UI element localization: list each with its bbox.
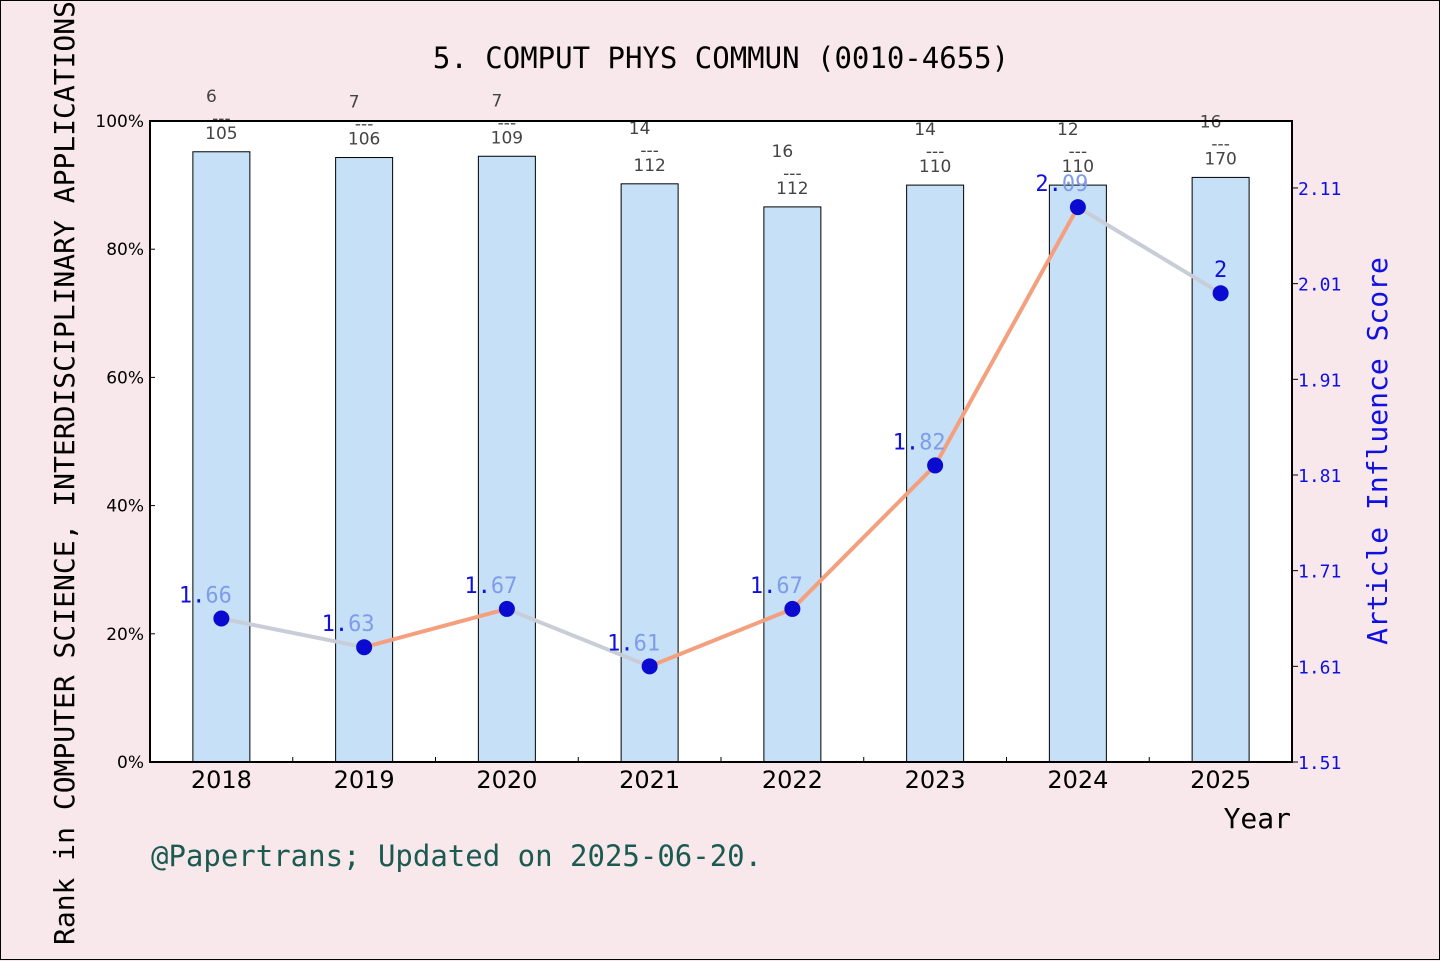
x-tick-label-2024: 2024 [1047,766,1108,794]
bars-layer [192,151,1250,763]
line-segment-2020 [504,606,652,669]
right-tick-label: 1.81 [1298,466,1341,487]
rank-total-2024: 110 [1062,157,1094,177]
value-label-2024: 2.09 [1035,172,1088,197]
line-segment-2021 [647,606,795,669]
point-2019 [356,639,373,656]
rank-total-2021: 112 [633,156,665,176]
left-tick-label: 60% [106,368,144,388]
point-2022 [784,600,801,617]
footer-credit: @Papertrans; Updated on 2025-06-20. [151,839,762,873]
line-layer: 1.66 1.63 1.67 1.61 1.67 1.82 2.09 2 [179,172,1229,675]
point-2023 [927,457,944,474]
left-axis: 0% 20% 40% 60% 80% 100% [95,112,155,773]
x-tick-label-2025: 2025 [1190,766,1251,794]
chart-title: 5. COMPUT PHYS COMMUN (0010-4655) [433,41,1009,75]
right-tick-label: 1.91 [1298,370,1341,391]
right-tick-label: 1.51 [1298,753,1341,774]
rank-separator-2023: --- [926,142,944,162]
rank-position-2019: 7 [349,93,360,113]
value-label-2022: 1.67 [750,574,803,599]
bar-2019 [335,157,394,763]
x-tick-label-2022: 2022 [762,766,823,794]
left-axis-label: Rank in COMPUTER SCIENCE, INTERDISCIPLIN… [48,1,81,945]
left-tick-label: 20% [106,625,144,645]
x-axis: 2018 2019 2020 2021 2022 2023 2024 2025 [191,757,1251,794]
rank-total-2025: 170 [1204,149,1236,169]
right-tick-label: 1.61 [1298,657,1341,678]
rank-total-2020: 109 [491,128,523,148]
left-tick-label: 80% [106,240,144,260]
rank-total-2022: 112 [776,179,808,199]
point-2025 [1212,285,1229,302]
line-segment-2022 [790,463,938,611]
line-segment-2019 [362,606,509,650]
bar-2018 [192,151,251,763]
bar-2022 [763,206,822,763]
bar-2020 [477,155,536,763]
rank-position-2021: 14 [629,119,651,139]
rank-total-2019: 106 [348,130,380,150]
rank-separator-2025: --- [1211,134,1229,154]
plot-area [150,121,1292,762]
x-tick-label-2018: 2018 [191,766,252,794]
rank-labels-layer: 105---6106---7109---7112---14112---16110… [205,87,1237,199]
value-label-2020: 1.67 [464,574,517,599]
x-tick-label-2019: 2019 [334,766,395,794]
right-tick-label: 2.01 [1298,275,1341,296]
right-axis: 1.51 1.61 1.71 1.81 1.91 2.01 2.11 [1292,179,1341,774]
rank-separator-2024: --- [1069,142,1087,162]
rank-position-2018: 6 [206,87,217,107]
rank-position-2022: 16 [772,142,794,162]
point-2024 [1069,199,1086,216]
value-label-2021: 1.61 [607,631,660,656]
left-tick-label: 100% [95,112,144,132]
bar-2025 [1191,176,1250,763]
value-label-2018: 1.66 [179,583,232,608]
bar-2023 [906,184,965,763]
rank-total-2023: 110 [919,157,951,177]
bar-2024 [1048,184,1107,763]
right-tick-label: 2.11 [1298,179,1341,200]
bar-2021 [620,183,679,763]
line-segment-2023 [933,205,1080,468]
rank-total-2018: 105 [205,124,237,144]
right-tick-label: 1.71 [1298,562,1341,583]
x-axis-label: Year [1224,802,1291,835]
rank-separator-2021: --- [640,141,658,161]
rank-position-2025: 16 [1200,112,1222,132]
rank-position-2024: 12 [1057,120,1079,140]
value-label-2019: 1.63 [322,612,375,637]
rank-position-2023: 14 [914,120,936,140]
left-tick-label: 0% [117,753,144,773]
x-tick-label-2021: 2021 [619,766,680,794]
x-tick-label-2023: 2023 [905,766,966,794]
value-label-2025: 2 [1214,258,1227,283]
x-tick-label-2020: 2020 [476,766,537,794]
rank-separator-2019: --- [355,115,373,135]
rank-separator-2018: --- [212,109,230,129]
left-tick-label: 40% [106,497,144,517]
right-axis-label: Article Influence Score [1361,257,1394,645]
point-2021 [641,658,658,675]
line-segment-2018 [219,616,367,650]
point-2020 [498,600,515,617]
line-segment-2024 [1075,205,1223,296]
rank-separator-2020: --- [498,113,516,133]
value-label-2023: 1.82 [893,430,946,455]
point-2018 [213,610,230,627]
rank-position-2020: 7 [491,91,502,111]
rank-separator-2022: --- [783,164,801,184]
